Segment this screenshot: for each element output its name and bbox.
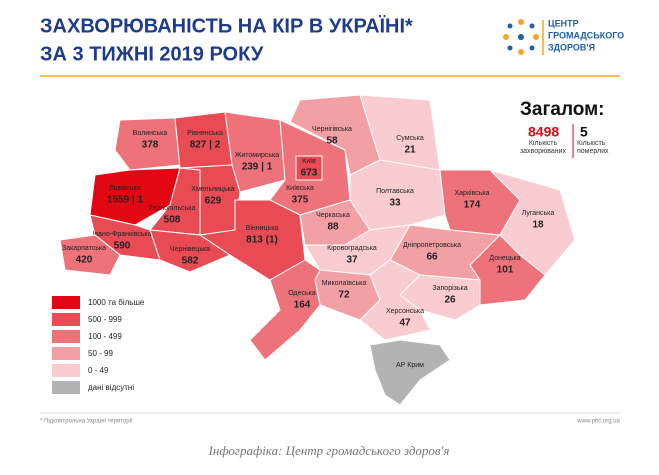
region	[349, 159, 446, 231]
legend-label: 50 - 99	[88, 349, 113, 358]
legend-swatch	[52, 381, 80, 394]
region	[249, 259, 321, 361]
region-name: Чернігівська	[312, 125, 352, 133]
region-name: Дніпропетровська	[403, 241, 461, 249]
legend-label: дані відсутні	[88, 383, 134, 392]
logo-text: ГРОМАДСЬКОГО	[548, 30, 624, 40]
title: ЗАХВОРЮВАНІСТЬ НА КІР В УКРАЇНІ*	[40, 14, 413, 37]
totals: Загалом: 8498 5 Кількість захворюваних К…	[519, 99, 609, 158]
region-name: Івано-Франківська	[92, 230, 151, 238]
region-name: Херсонська	[386, 308, 424, 315]
region-value: 101	[497, 265, 514, 276]
region-name: Закарпатська	[62, 245, 106, 252]
region-name: Вінницька	[246, 224, 279, 232]
region-name: Кіровоградська	[327, 244, 377, 252]
region-value: 629	[205, 196, 222, 207]
region-value: 420	[76, 255, 93, 266]
region-name: Чернівецька	[170, 245, 210, 253]
logo-text: ЗДОРОВ'Я	[548, 42, 595, 52]
region-value: 58	[326, 136, 338, 147]
logo: ЦЕНТР ГРОМАДСЬКОГО ЗДОРОВ'Я	[503, 18, 624, 55]
region-value: 37	[346, 255, 358, 266]
caption: Інфографіка: Центр громадського здоров'я	[208, 443, 450, 458]
region-value: 26	[444, 295, 456, 306]
region-value: 378	[142, 140, 159, 151]
region-value: 66	[426, 252, 438, 263]
legend-swatch	[52, 296, 80, 309]
region-value: 72	[338, 290, 350, 301]
region-name: Рівненська	[187, 129, 223, 137]
region-name: Київська	[286, 185, 314, 192]
region	[369, 339, 451, 406]
region	[295, 155, 323, 181]
region	[114, 117, 181, 171]
region-name: Одеська	[288, 290, 316, 297]
region-name: Сумська	[396, 135, 424, 142]
region-value: 813 (1)	[246, 235, 278, 246]
region-value: 18	[532, 220, 544, 231]
region-name: Миколаївська	[322, 280, 367, 287]
region	[359, 259, 431, 341]
region-name: Полтавська	[376, 188, 414, 195]
site: www.phc.org.ua	[576, 419, 620, 425]
region-value: 21	[404, 145, 416, 156]
title: ЗА 3 ТИЖНІ 2019 РОКУ	[40, 43, 264, 65]
total-deaths: 5	[580, 124, 588, 140]
region-value: 33	[389, 198, 401, 209]
legend-label: 100 - 499	[88, 332, 122, 341]
region-name: Волинська	[133, 130, 168, 137]
cases-caption: Кількість захворюваних	[519, 140, 567, 155]
footnote: * Підконтрольна Україні території	[40, 419, 133, 425]
region-name: АР Крим	[396, 362, 424, 369]
region	[59, 234, 121, 276]
totals-title: Загалом:	[520, 99, 605, 120]
deaths-caption: Кількість померлих	[577, 140, 609, 155]
map: Волинська 378 Рівненська 827 | 2 Житомирська…	[59, 94, 576, 406]
region	[149, 229, 232, 273]
region-value: 590	[114, 241, 131, 252]
region-value: 508	[164, 215, 181, 226]
region-name: Тернопільська	[149, 204, 196, 212]
legend-label: 0 - 49	[88, 366, 109, 375]
region-name: Луганська	[522, 210, 555, 217]
region-value: 673	[301, 168, 318, 179]
region-name: Хмельницька	[191, 186, 235, 193]
region-value: 47	[399, 318, 411, 329]
region-value: 1559 | 1	[107, 195, 144, 206]
legend-swatch	[52, 313, 80, 326]
legend-swatch	[52, 330, 80, 343]
region-name: Харківська	[455, 189, 490, 197]
legend-label: 500 - 999	[88, 315, 122, 324]
region-value: 582	[182, 256, 199, 267]
region-name: Житомирська	[235, 152, 279, 159]
region-name: Львівська	[109, 184, 141, 192]
legend-label: 1000 та більше	[88, 298, 145, 307]
legend-swatch	[52, 347, 80, 360]
region-name: Запорізька	[432, 284, 467, 292]
region-value: 164	[294, 300, 311, 311]
total-cases: 8498	[528, 124, 559, 140]
logo-text: ЦЕНТР	[548, 18, 579, 28]
region-value: 174	[464, 200, 481, 211]
legend: 1000 та більше 500 - 999 100 - 499 50 - 99 0…	[52, 296, 145, 394]
cases-caption-box: Кількість захворюваних	[519, 140, 567, 155]
region-value: 375	[292, 195, 309, 206]
region-value: 88	[327, 222, 339, 233]
region-value: 239 | 1	[242, 162, 273, 173]
region-name: Донецька	[489, 255, 520, 262]
region	[224, 111, 286, 193]
region-name: Київ	[302, 158, 316, 165]
deaths-caption-box: Кількість померлих	[577, 140, 609, 155]
region-value: 827 | 2	[190, 140, 221, 151]
legend-swatch	[52, 364, 80, 377]
region-name: Черкаська	[316, 212, 350, 219]
